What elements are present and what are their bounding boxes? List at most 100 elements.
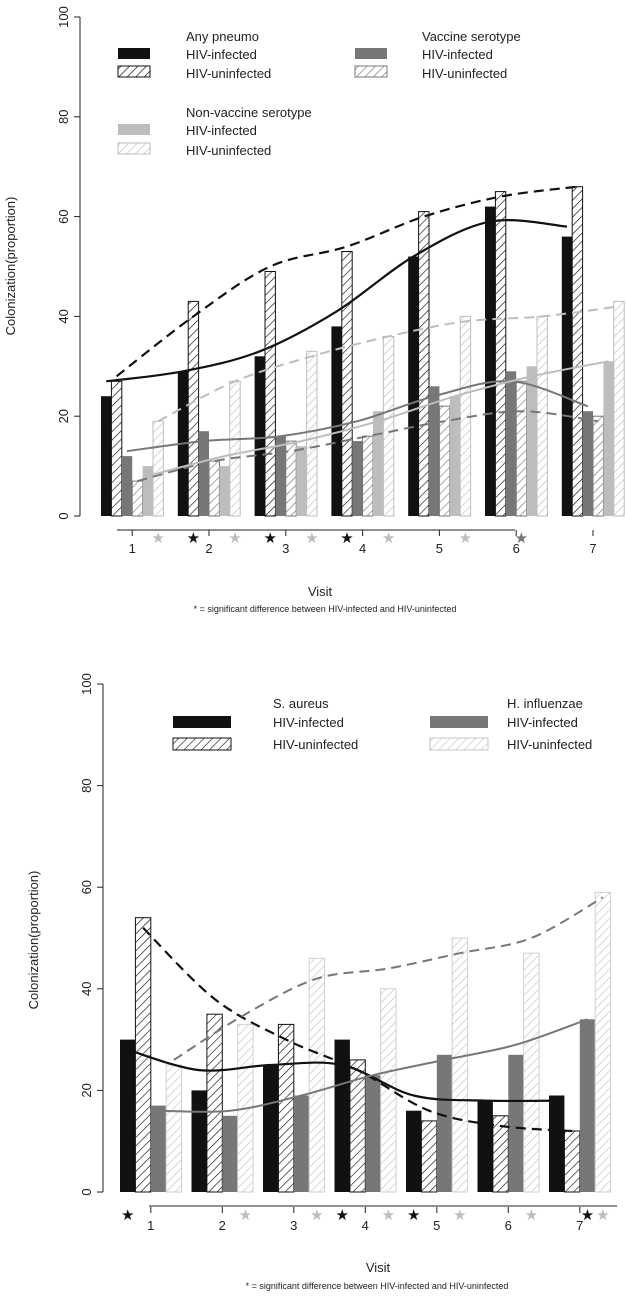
legend-bacteria: S. aureus HIV-infected HIV-uninfected H.… [172, 696, 592, 752]
significance-star: ★ [596, 1206, 609, 1224]
x-tick-label: 4 [362, 1218, 369, 1233]
bar [308, 957, 326, 1193]
bar [120, 1039, 136, 1192]
bar [254, 356, 265, 516]
y-tick-label: 100 [56, 6, 71, 28]
chart-pneumo-trends [106, 185, 620, 483]
significance-star: ★ [335, 1206, 348, 1224]
y-tick-label: 0 [56, 512, 71, 519]
bar [579, 1019, 596, 1192]
y-tick-label: 60 [56, 209, 71, 223]
bar [582, 411, 593, 516]
y-axis-title: Colonization(proportion) [26, 871, 41, 1010]
bar [451, 937, 469, 1193]
y-tick-label: 0 [79, 1188, 94, 1195]
legend-entry-label: HIV-infected [186, 47, 257, 62]
x-tick-label: 2 [205, 541, 212, 556]
bar [485, 206, 496, 516]
x-tick-label: 7 [576, 1218, 583, 1233]
bar [229, 380, 241, 517]
legend-group-title: Vaccine serotype [422, 29, 521, 44]
y-tick-label: 20 [79, 1083, 94, 1097]
x-tick-label: 1 [129, 541, 136, 556]
bar [352, 441, 363, 516]
significance-star: ★ [382, 1206, 395, 1224]
bar [293, 1095, 310, 1192]
bar [152, 420, 164, 517]
bar [508, 1054, 524, 1192]
legend-entry-label: HIV-infected [507, 715, 578, 730]
legend-swatch-vaccine-infected [355, 48, 387, 59]
bar [515, 380, 528, 517]
significance-star: ★ [121, 1206, 134, 1224]
significance-star: ★ [239, 1206, 252, 1224]
bar [505, 371, 517, 516]
significance-star: ★ [263, 529, 276, 547]
legend-swatch-any-uninfected [117, 65, 151, 78]
x-tick-label: 3 [282, 541, 289, 556]
x-tick-label: 3 [290, 1218, 297, 1233]
bar [526, 366, 537, 516]
bar [101, 396, 112, 516]
trend-line [127, 1048, 557, 1103]
legend-group-title: H. influenzae [507, 696, 583, 711]
bar [549, 1095, 565, 1192]
bar [382, 335, 395, 517]
bar [436, 1054, 453, 1192]
legend-entry-label: HIV-infected [186, 123, 257, 138]
significance-star: ★ [382, 529, 395, 547]
legend-swatch-saureus-uninfected [172, 737, 232, 751]
bar [613, 300, 625, 517]
bar [110, 380, 123, 517]
bar [191, 1090, 207, 1192]
significance-star: ★ [310, 1206, 323, 1224]
x-axis-title: Visit [366, 1260, 391, 1275]
significance-star: ★ [228, 529, 241, 547]
significance-star: ★ [305, 529, 318, 547]
trend-line [157, 305, 620, 423]
significance-star: ★ [340, 529, 353, 547]
legend-entry-label: HIV-uninfected [422, 66, 507, 81]
bar [165, 1064, 183, 1193]
chart-bacteria-bars [120, 891, 612, 1193]
bar [571, 186, 584, 517]
legend-swatch-any-infected [118, 48, 150, 59]
bar [187, 300, 200, 517]
x-tick-label: 7 [589, 541, 596, 556]
bar [263, 1065, 279, 1192]
bar [429, 386, 440, 516]
bar [219, 466, 230, 516]
chart-bacteria-xticks: 1 2 3 4 5 6 7 [147, 1207, 583, 1233]
x-tick-label: 4 [359, 541, 366, 556]
trend-line [106, 219, 568, 383]
bar [331, 326, 342, 516]
bar [365, 1075, 381, 1192]
bar [306, 350, 318, 517]
bar [285, 440, 297, 517]
y-tick-label: 40 [56, 309, 71, 323]
x-axis-title: Visit [308, 584, 333, 599]
significance-star: ★ [407, 1206, 420, 1224]
bar [296, 446, 307, 516]
trend-line [173, 896, 604, 1061]
bar [592, 415, 604, 517]
bar [494, 191, 507, 517]
legend-group-title: Non-vaccine serotype [186, 105, 312, 120]
chart-pneumo-bars [101, 186, 625, 517]
bar [142, 466, 153, 516]
bar [222, 1115, 238, 1192]
y-axis-title: Colonization(proportion) [3, 197, 18, 336]
legend-entry-label: HIV-uninfected [186, 143, 271, 158]
bar [264, 271, 276, 517]
chart-bacteria-yticks: 0 20 40 60 80 100 [79, 673, 103, 1196]
legend-entry-label: HIV-uninfected [507, 737, 592, 752]
bar [477, 1100, 493, 1192]
legend-entry-label: HIV-infected [422, 47, 493, 62]
x-tick-label: 5 [436, 541, 443, 556]
bar [563, 1130, 581, 1193]
legend-swatch-hinfluenzae-uninfected [429, 737, 489, 751]
x-tick-label: 1 [147, 1218, 154, 1233]
legend-group-title: Any pneumo [186, 29, 259, 44]
